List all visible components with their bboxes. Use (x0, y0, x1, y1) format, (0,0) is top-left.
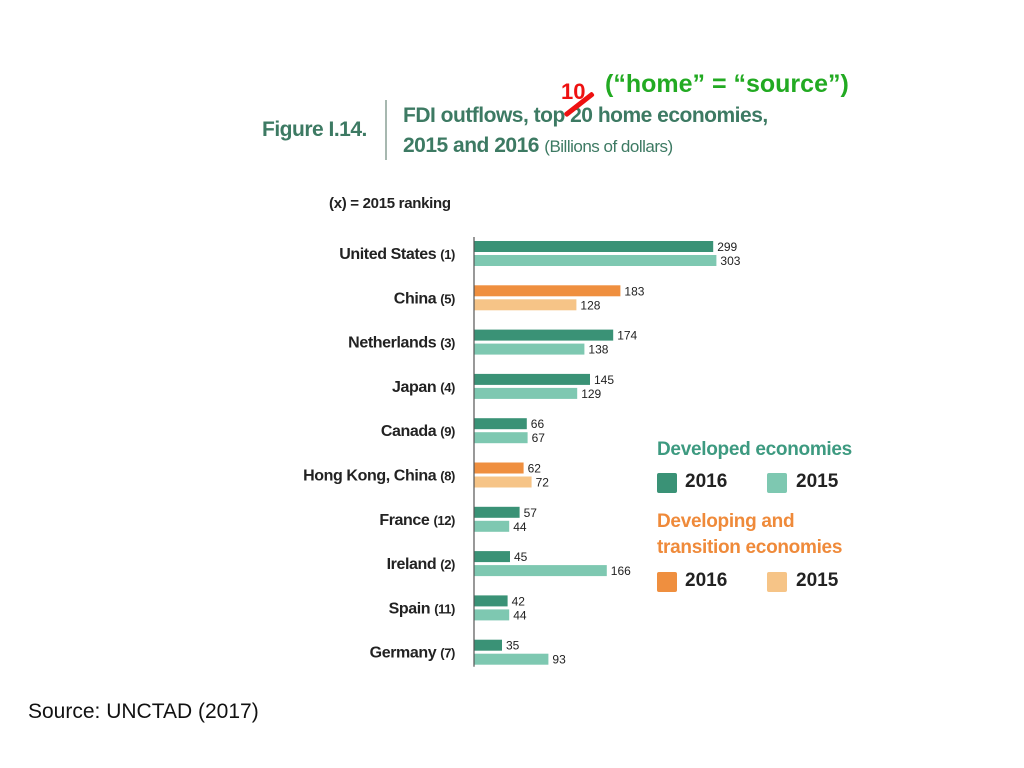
data-label-2015-germany: 93 (552, 653, 566, 667)
bar-2015-france (474, 520, 510, 532)
bar-2016-netherlands (474, 329, 614, 341)
bar-2016-china (474, 285, 621, 297)
category-label-united-states: United States (1) (339, 246, 455, 263)
data-label-2016-spain: 42 (512, 594, 526, 608)
category-label-ireland: Ireland (2) (387, 556, 455, 573)
category-label-netherlands: Netherlands (3) (348, 335, 455, 352)
category-label-hong-kong-china: Hong Kong, China (8) (303, 468, 455, 485)
category-rank: (3) (440, 336, 455, 351)
data-label-2015-united-states: 303 (720, 254, 740, 268)
legend-developed-heading: Developed economies (657, 439, 852, 460)
data-label-2015-hong-kong-china: 72 (536, 476, 550, 490)
bar-2015-japan (474, 387, 578, 399)
chart-title-line2: 2015 and 2016 (Billions of dollars) (403, 134, 673, 158)
data-label-2015-ireland: 166 (611, 564, 631, 578)
legend-developing-heading-line1: Developing and (657, 511, 795, 532)
category-label-france: France (12) (379, 512, 455, 529)
category-rank: (1) (440, 247, 455, 262)
category-label-china: China (5) (394, 290, 455, 307)
category-rank: (9) (440, 424, 455, 439)
category-name: Germany (370, 645, 441, 662)
category-name: United States (339, 246, 440, 263)
chart-title-years: 2015 and 2016 (403, 134, 539, 157)
legend-label-developed-2015: 2015 (796, 471, 839, 492)
bar-2015-spain (474, 609, 510, 621)
category-name: Canada (381, 423, 440, 440)
category-label-spain: Spain (11) (389, 600, 455, 617)
annotation-note: (“home” = “source”) (605, 70, 849, 98)
data-label-2015-japan: 129 (581, 387, 601, 401)
bar-2015-china (474, 299, 577, 311)
bar-2015-germany (474, 653, 549, 665)
legend: Developed economies 2016 2015 Developing… (657, 437, 997, 607)
bar-2016-hong-kong-china (474, 462, 524, 474)
category-name: Hong Kong, China (303, 468, 440, 485)
legend-swatch-developed-2015 (767, 473, 787, 493)
data-label-2016-china: 183 (624, 284, 644, 298)
category-name: Netherlands (348, 335, 440, 352)
category-rank: (5) (440, 291, 455, 306)
bar-2016-japan (474, 373, 590, 385)
data-label-2016-united-states: 299 (717, 240, 737, 254)
legend-label-developed-2016: 2016 (685, 471, 728, 492)
bar-2016-canada (474, 418, 527, 430)
annotation-replacement-number: 10 (561, 79, 586, 104)
category-name: Japan (392, 379, 440, 396)
bar-2016-united-states (474, 241, 714, 252)
legend-label-developing-2016: 2016 (685, 570, 728, 591)
bar-2016-germany (474, 639, 502, 651)
category-rank: (4) (440, 380, 455, 395)
data-label-2016-japan: 145 (594, 373, 614, 387)
category-rank: (12) (433, 513, 455, 528)
bar-2015-hong-kong-china (474, 476, 532, 488)
category-name: China (394, 290, 441, 307)
data-label-2015-spain: 44 (513, 608, 527, 622)
data-label-2016-germany: 35 (506, 639, 520, 653)
data-label-2016-ireland: 45 (514, 550, 528, 564)
data-label-2016-france: 57 (524, 506, 538, 520)
data-label-2016-canada: 66 (531, 417, 545, 431)
category-rank: (2) (440, 557, 455, 572)
bar-2016-france (474, 506, 520, 518)
source-note: Source: UNCTAD (2017) (28, 700, 259, 723)
legend-swatch-developing-2015 (767, 572, 787, 592)
chart-units: (Billions of dollars) (544, 137, 673, 156)
bar-2015-canada (474, 432, 528, 444)
data-label-2015-china: 128 (580, 298, 600, 312)
bar-2015-ireland (474, 565, 607, 577)
bar-2015-netherlands (474, 343, 585, 355)
title-divider (385, 100, 387, 160)
category-rank: (8) (440, 469, 455, 484)
legend-swatch-developed-2016 (657, 473, 677, 493)
category-name: Spain (389, 600, 435, 617)
legend-developing-heading-line2: transition economies (657, 537, 843, 558)
legend-label-developing-2015: 2015 (796, 570, 839, 591)
data-label-2016-netherlands: 174 (617, 329, 637, 343)
category-label-germany: Germany (7) (370, 645, 455, 662)
category-name: France (379, 512, 433, 529)
category-name: Ireland (387, 556, 441, 573)
data-label-2015-france: 44 (513, 520, 527, 534)
category-label-canada: Canada (9) (381, 423, 455, 440)
bar-2016-ireland (474, 551, 510, 563)
chart-title-line1: FDI outflows, top 20 home economies, (403, 104, 768, 127)
category-rank: (11) (434, 601, 455, 616)
data-label-2016-hong-kong-china: 62 (528, 462, 542, 476)
data-label-2015-netherlands: 138 (588, 343, 608, 357)
legend-swatch-developing-2016 (657, 572, 677, 592)
figure-label: Figure I.14. (262, 118, 367, 141)
category-label-japan: Japan (4) (392, 379, 455, 396)
data-label-2015-canada: 67 (532, 431, 546, 445)
bar-2016-spain (474, 595, 508, 607)
ranking-note: (x) = 2015 ranking (329, 195, 451, 212)
category-rank: (7) (440, 646, 455, 661)
bar-2015-united-states (474, 255, 717, 266)
